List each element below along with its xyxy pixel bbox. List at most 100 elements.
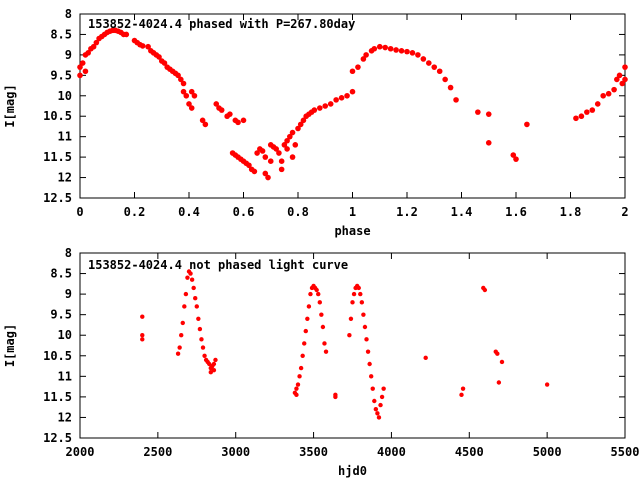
data-point (605, 90, 612, 97)
data-point (85, 50, 91, 56)
data-point (265, 174, 271, 181)
data-point (218, 107, 225, 113)
data-point (594, 101, 601, 107)
data-point (284, 137, 290, 144)
data-point (207, 361, 212, 367)
data-point (185, 275, 190, 280)
data-point (180, 80, 187, 87)
data-point (338, 95, 345, 101)
data-point (482, 287, 488, 293)
data-point (513, 156, 519, 162)
data-point (199, 337, 204, 342)
y-tick-label: 11.5 (43, 150, 72, 164)
data-point (191, 285, 196, 291)
data-point (381, 386, 386, 391)
x-tick-label: 0 (76, 205, 83, 219)
data-point (524, 121, 530, 128)
data-point (344, 92, 350, 99)
data-point (355, 64, 361, 70)
data-point (156, 54, 162, 60)
x-tick-label: 2000 (66, 445, 95, 459)
x-tick-label: 5000 (533, 445, 562, 459)
data-point (306, 304, 312, 309)
data-point (179, 333, 184, 338)
data-point (387, 45, 394, 52)
data-point (294, 392, 299, 398)
data-point (161, 60, 168, 66)
unphased-light-curve-chart: 8 8.5 9 9.5 10 10.5 11 11.5 12 12.5 2000 2500 3000 3… (3, 246, 639, 478)
data-point (302, 341, 307, 346)
data-point (77, 64, 83, 70)
plot-frame (79, 252, 626, 439)
data-point (188, 88, 195, 95)
data-point (278, 166, 285, 173)
data-point (544, 382, 550, 387)
data-point (262, 170, 269, 177)
data-point (305, 316, 310, 321)
x-tick-label: 4000 (377, 445, 406, 459)
data-point (287, 133, 293, 140)
y-tick-label: 10 (58, 328, 72, 342)
data-point (619, 80, 626, 87)
data-point (189, 277, 195, 282)
data-point (262, 154, 269, 160)
x-tick-label: 0.8 (287, 205, 309, 219)
y-tick-label: 12 (58, 171, 72, 185)
data-point (423, 355, 428, 361)
x-tick-label: 0.2 (124, 205, 146, 219)
data-point (273, 146, 280, 152)
data-point (495, 351, 500, 356)
data-point (347, 333, 352, 338)
data-point (370, 386, 375, 391)
data-point (254, 150, 260, 156)
x-tick-label: 1.6 (505, 205, 527, 219)
y-tick-label: 10.5 (43, 349, 72, 363)
y-axis-label: I[mag] (3, 324, 17, 367)
data-point (453, 97, 459, 103)
data-point (295, 125, 301, 132)
data-point (375, 411, 380, 416)
data-point (278, 158, 285, 164)
data-point (376, 43, 383, 50)
data-point (431, 64, 438, 70)
data-point (211, 367, 217, 373)
data-point (289, 154, 296, 160)
data-point (180, 88, 187, 95)
x-tick-label: 5500 (611, 445, 640, 459)
data-point (202, 121, 209, 128)
data-point (359, 300, 365, 305)
data-point (485, 111, 492, 117)
data-point (393, 47, 399, 53)
x-tick-label: 1.8 (560, 205, 582, 219)
x-tick-label: 1.2 (396, 205, 418, 219)
data-point (415, 52, 421, 58)
y-tick-label: 9.5 (50, 308, 72, 322)
data-point (349, 68, 356, 75)
data-point (316, 291, 321, 297)
y-axis-label: I[mag] (3, 84, 17, 127)
data-point (213, 101, 220, 107)
data-point (373, 407, 379, 412)
data-point (317, 105, 323, 111)
data-point (356, 285, 361, 291)
data-point (281, 142, 288, 148)
data-point (240, 117, 247, 124)
data-point (459, 392, 464, 398)
data-point (77, 72, 83, 79)
y-tick-label: 11 (58, 130, 72, 144)
data-point (308, 291, 313, 297)
data-point (197, 326, 203, 332)
data-point (614, 76, 620, 83)
data-point (213, 357, 218, 363)
data-point (140, 337, 145, 342)
data-point (376, 415, 382, 420)
data-point (208, 370, 213, 375)
data-point (188, 271, 193, 276)
data-point (323, 349, 329, 354)
data-point (311, 107, 318, 113)
data-point (79, 60, 86, 66)
y-tick-label: 8 (65, 7, 72, 21)
x-tick-label: 3000 (221, 445, 250, 459)
